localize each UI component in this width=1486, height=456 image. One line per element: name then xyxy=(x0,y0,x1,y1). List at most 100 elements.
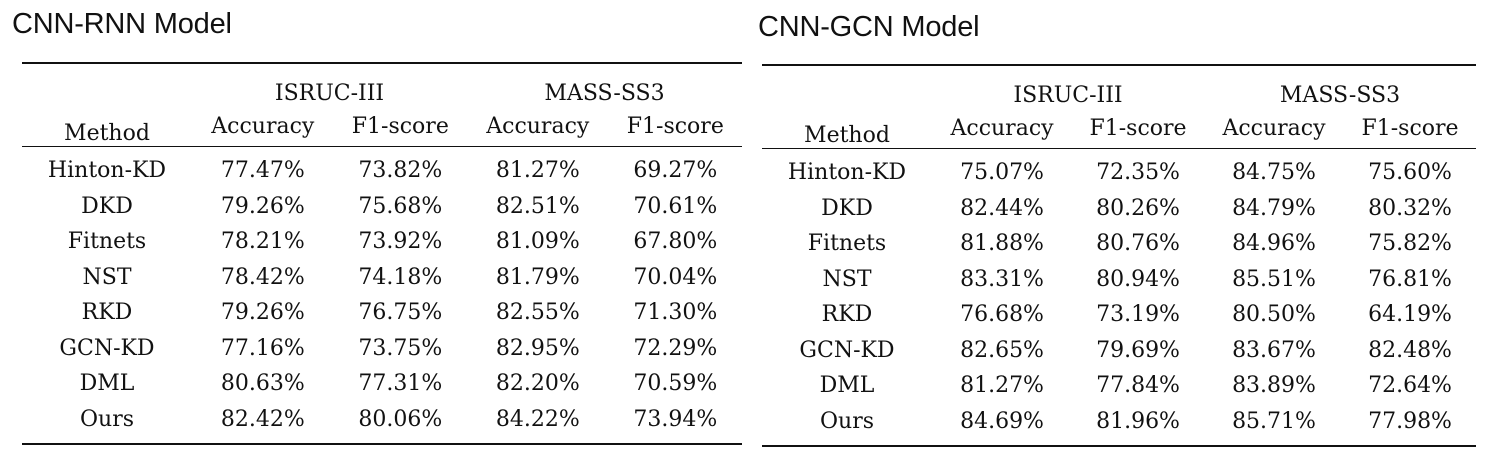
value-cell: 69.27% xyxy=(633,158,718,184)
metric-header: F1-score xyxy=(1361,115,1459,141)
value-cell: 82.42% xyxy=(220,406,305,432)
value-cell: 80.94% xyxy=(1096,266,1180,292)
value-cell: 70.61% xyxy=(633,193,718,219)
metric-header: F1-score xyxy=(626,113,724,139)
value-cell: 82.65% xyxy=(960,337,1044,363)
value-cell: 73.82% xyxy=(358,158,443,184)
value-cell: 81.79% xyxy=(495,264,580,290)
value-cell: 80.63% xyxy=(220,371,305,397)
method-cell: RKD xyxy=(81,300,133,326)
value-cell: 80.26% xyxy=(1096,195,1180,221)
value-cell: 84.22% xyxy=(495,406,580,432)
value-cell: 76.81% xyxy=(1368,266,1452,292)
value-cell: 85.51% xyxy=(1232,266,1316,292)
method-cell: Ours xyxy=(79,406,134,432)
dataset-header: ISRUC-III xyxy=(274,81,385,106)
value-cell: 70.59% xyxy=(633,371,718,397)
value-cell: 72.29% xyxy=(633,335,718,361)
table-row: GCN-KD 77.16% 73.75% 82.95% 72.29% xyxy=(22,331,742,367)
table-row: Hinton-KD 77.47% 73.82% 81.27% 69.27% xyxy=(22,147,742,189)
value-cell: 74.18% xyxy=(358,264,443,290)
results-table: Method ISRUC-III MASS-SS3 Accuracy F1-sc… xyxy=(22,62,742,445)
value-cell: 84.69% xyxy=(960,408,1044,434)
method-cell: DKD xyxy=(81,193,133,219)
metric-header: F1-score xyxy=(1089,115,1187,141)
results-table: Method ISRUC-III MASS-SS3 Accuracy F1-sc… xyxy=(762,64,1476,447)
table-row: NST 83.31% 80.94% 85.51% 76.81% xyxy=(762,262,1476,298)
table-row: DKD 82.44% 80.26% 84.79% 80.32% xyxy=(762,191,1476,227)
metric-header: Accuracy xyxy=(486,113,590,139)
value-cell: 77.47% xyxy=(220,158,305,184)
value-cell: 79.26% xyxy=(220,193,305,219)
metric-header: Accuracy xyxy=(211,113,315,139)
method-cell: RKD xyxy=(821,302,873,328)
value-cell: 78.42% xyxy=(220,264,305,290)
method-cell: DKD xyxy=(821,195,873,221)
value-cell: 75.82% xyxy=(1368,231,1452,257)
value-cell: 80.76% xyxy=(1096,231,1180,257)
method-cell: GCN-KD xyxy=(59,335,155,361)
value-cell: 82.44% xyxy=(960,195,1044,221)
metric-header: Accuracy xyxy=(950,115,1054,141)
value-cell: 82.55% xyxy=(495,300,580,326)
table-row: DKD 79.26% 75.68% 82.51% 70.61% xyxy=(22,189,742,225)
value-cell: 81.27% xyxy=(960,373,1044,399)
value-cell: 77.31% xyxy=(358,371,443,397)
method-cell: DML xyxy=(819,373,875,399)
value-cell: 80.32% xyxy=(1368,195,1452,221)
method-cell: Fitnets xyxy=(807,231,887,257)
value-cell: 72.35% xyxy=(1096,160,1180,186)
method-header: Method xyxy=(64,121,150,146)
value-cell: 71.30% xyxy=(633,300,718,326)
value-cell: 73.75% xyxy=(358,335,443,361)
value-cell: 84.79% xyxy=(1232,195,1316,221)
panel-title: CNN-RNN Model xyxy=(12,8,232,40)
value-cell: 77.16% xyxy=(220,335,305,361)
value-cell: 82.48% xyxy=(1368,337,1452,363)
value-cell: 77.98% xyxy=(1368,408,1452,434)
value-cell: 77.84% xyxy=(1096,373,1180,399)
table-row: Fitnets 81.88% 80.76% 84.96% 75.82% xyxy=(762,226,1476,262)
value-cell: 81.88% xyxy=(960,231,1044,257)
value-cell: 73.92% xyxy=(358,229,443,255)
value-cell: 81.09% xyxy=(495,229,580,255)
value-cell: 75.07% xyxy=(960,160,1044,186)
value-cell: 79.69% xyxy=(1096,337,1180,363)
value-cell: 83.89% xyxy=(1232,373,1316,399)
dataset-header: MASS-SS3 xyxy=(544,81,665,106)
value-cell: 75.68% xyxy=(358,193,443,219)
method-header: Method xyxy=(804,123,890,148)
panel-title: CNN-GCN Model xyxy=(758,11,980,43)
value-cell: 84.75% xyxy=(1232,160,1316,186)
value-cell: 80.50% xyxy=(1232,302,1316,328)
table-row: Ours 84.69% 81.96% 85.71% 77.98% xyxy=(762,404,1476,447)
value-cell: 75.60% xyxy=(1368,160,1452,186)
value-cell: 72.64% xyxy=(1368,373,1452,399)
table-row: RKD 76.68% 73.19% 80.50% 64.19% xyxy=(762,297,1476,333)
metric-header: Accuracy xyxy=(1222,115,1326,141)
value-cell: 73.19% xyxy=(1096,302,1180,328)
value-cell: 80.06% xyxy=(358,406,443,432)
value-cell: 85.71% xyxy=(1232,408,1316,434)
dataset-header: ISRUC-III xyxy=(1013,83,1123,108)
method-cell: NST xyxy=(822,266,872,292)
method-cell: Fitnets xyxy=(67,229,147,255)
value-cell: 76.68% xyxy=(960,302,1044,328)
value-cell: 78.21% xyxy=(220,229,305,255)
method-cell: NST xyxy=(82,264,132,290)
method-cell: Hinton-KD xyxy=(787,160,907,186)
table-row: Fitnets 78.21% 73.92% 81.09% 67.80% xyxy=(22,224,742,260)
table-row: GCN-KD 82.65% 79.69% 83.67% 82.48% xyxy=(762,333,1476,369)
metric-header: F1-score xyxy=(351,113,449,139)
value-cell: 70.04% xyxy=(633,264,718,290)
value-cell: 81.96% xyxy=(1096,408,1180,434)
value-cell: 67.80% xyxy=(633,229,718,255)
method-cell: DML xyxy=(79,371,135,397)
value-cell: 83.31% xyxy=(960,266,1044,292)
value-cell: 73.94% xyxy=(633,406,718,432)
value-cell: 76.75% xyxy=(358,300,443,326)
value-cell: 82.95% xyxy=(495,335,580,361)
value-cell: 82.51% xyxy=(495,193,580,219)
dataset-header: MASS-SS3 xyxy=(1279,83,1401,108)
value-cell: 64.19% xyxy=(1368,302,1452,328)
